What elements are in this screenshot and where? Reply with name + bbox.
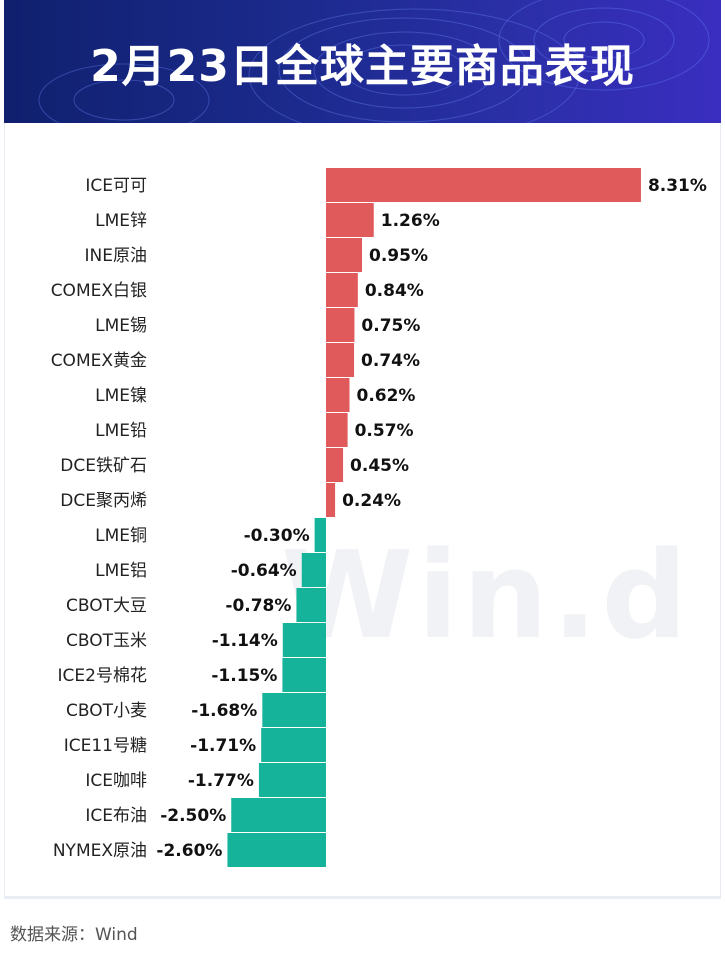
category-label: LME锌 <box>95 211 147 231</box>
category-label: LME锡 <box>95 316 147 336</box>
category-label: ICE咖啡 <box>85 771 147 791</box>
category-label: LME铅 <box>95 421 147 441</box>
bar <box>296 588 326 622</box>
bar <box>301 553 326 587</box>
value-label: 0.24% <box>342 491 401 511</box>
header-banner: 2月23日全球主要商品表现 <box>4 0 721 123</box>
value-label: 0.75% <box>361 316 420 336</box>
category-label: DCE铁矿石 <box>60 456 147 476</box>
category-label: ICE可可 <box>85 176 147 196</box>
bar <box>262 693 326 727</box>
bar <box>282 623 326 657</box>
bar <box>326 483 336 517</box>
value-label: -0.64% <box>231 561 297 581</box>
bar <box>227 833 326 867</box>
bar-chart: ICE可可 8.31% LME锌 1.26% INE原油 0.95% COMEX白银 0.84… <box>51 168 707 867</box>
category-label: CBOT玉米 <box>66 631 147 651</box>
page-title: 2月23日全球主要商品表现 <box>90 41 635 92</box>
value-label: 0.95% <box>369 246 428 266</box>
category-label: COMEX黄金 <box>51 351 147 371</box>
category-label: ICE2号棉花 <box>58 666 147 686</box>
chart-panel: Win.d ICE可可 8.31% LME锌 1.26% INE原油 0.95% COMEX… <box>4 123 721 899</box>
bar <box>326 273 358 307</box>
value-label: -1.15% <box>211 666 277 686</box>
bar <box>326 413 348 447</box>
bar <box>314 518 326 552</box>
value-label: -0.78% <box>225 596 291 616</box>
bar <box>326 308 355 342</box>
contour-decoration <box>38 0 710 123</box>
value-label: -0.30% <box>244 526 310 546</box>
bar <box>231 798 326 832</box>
value-label: -1.68% <box>191 701 257 721</box>
bar <box>326 448 344 482</box>
category-label: CBOT大豆 <box>66 596 147 616</box>
category-label: INE原油 <box>85 246 147 266</box>
value-label: 0.57% <box>355 421 414 441</box>
category-label: LME铜 <box>95 526 147 546</box>
value-label: 0.84% <box>365 281 424 301</box>
category-label: CBOT小麦 <box>66 701 147 721</box>
bar <box>326 238 363 272</box>
value-label: -2.50% <box>160 806 226 826</box>
value-label: -1.14% <box>212 631 278 651</box>
bar <box>326 378 350 412</box>
value-label: 0.62% <box>356 386 415 406</box>
category-label: COMEX白银 <box>51 281 147 301</box>
bar <box>258 763 326 797</box>
bar <box>326 168 641 202</box>
value-label: -1.71% <box>190 736 256 756</box>
category-label: DCE聚丙烯 <box>60 491 147 511</box>
bar <box>261 728 326 762</box>
category-label: ICE11号糖 <box>64 736 147 756</box>
category-label: ICE布油 <box>85 806 147 826</box>
value-label: -1.77% <box>188 771 254 791</box>
data-source-note: 数据来源：Wind <box>10 925 138 945</box>
bar <box>326 343 355 377</box>
value-label: 0.45% <box>350 456 409 476</box>
bar <box>282 658 326 692</box>
value-label: 1.26% <box>381 211 440 231</box>
value-label: 0.74% <box>361 351 420 371</box>
value-label: 8.31% <box>648 176 707 196</box>
value-label: -2.60% <box>156 841 222 861</box>
bar <box>326 203 374 237</box>
category-label: NYMEX原油 <box>53 841 147 861</box>
category-label: LME镍 <box>95 386 147 406</box>
category-label: LME铝 <box>95 561 147 581</box>
